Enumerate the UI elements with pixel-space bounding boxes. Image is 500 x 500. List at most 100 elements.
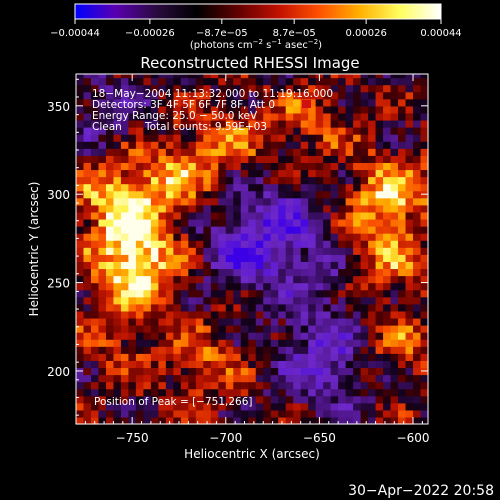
heatmap-cell	[120, 247, 130, 255]
heatmap-cell	[285, 381, 294, 390]
heatmap-cell	[135, 339, 145, 347]
heatmap-cell	[188, 247, 197, 255]
heatmap-cell	[120, 119, 130, 128]
heatmap-cell	[120, 374, 130, 383]
heatmap-cell	[255, 134, 264, 142]
heatmap-cell	[278, 155, 287, 163]
heatmap-cell	[278, 183, 287, 192]
heatmap-cell	[158, 388, 167, 397]
heatmap-cell	[405, 416, 414, 425]
heatmap-cell	[210, 162, 219, 171]
heatmap-cell	[90, 183, 100, 192]
heatmap-cell	[113, 148, 122, 156]
heatmap-cell	[173, 127, 182, 135]
heatmap-cell	[270, 268, 279, 277]
heatmap-cell	[188, 332, 197, 340]
heatmap-cell	[113, 296, 122, 305]
heatmap-cell	[278, 268, 287, 277]
heatmap-cell	[195, 183, 204, 192]
heatmap-cell	[113, 218, 122, 227]
heatmap-cell	[353, 346, 362, 354]
heatmap-cell	[308, 204, 317, 213]
heatmap-cell	[158, 197, 167, 206]
heatmap-cell	[390, 162, 399, 171]
heatmap-cell	[368, 240, 377, 248]
heatmap-cell	[285, 296, 294, 305]
heatmap-cell	[263, 325, 272, 333]
heatmap-cell	[218, 112, 227, 121]
heatmap-cell	[113, 240, 122, 248]
heatmap-cell	[338, 339, 347, 347]
heatmap-cell	[143, 218, 152, 227]
heatmap-cell	[293, 204, 302, 213]
heatmap-cell	[293, 84, 302, 93]
heatmap-cell	[390, 141, 399, 149]
heatmap-cell	[270, 388, 279, 397]
heatmap-cell	[383, 339, 392, 347]
heatmap-cell	[413, 303, 422, 312]
heatmap-cell	[105, 155, 115, 163]
heatmap-cell	[240, 141, 249, 149]
heatmap-cell	[345, 197, 354, 206]
heatmap-cell	[345, 127, 354, 135]
heatmap-cell	[218, 127, 227, 135]
heatmap-cell	[76, 317, 85, 326]
heatmap-cell	[173, 233, 182, 241]
heatmap-cell	[120, 74, 130, 79]
heatmap-cell	[180, 325, 189, 333]
heatmap-cell	[308, 261, 317, 270]
heatmap-cell	[308, 211, 317, 220]
heatmap-cell	[308, 296, 317, 305]
heatmap-cell	[135, 367, 145, 376]
heatmap-cell	[105, 197, 115, 206]
heatmap-cell	[323, 112, 332, 121]
heatmap-cell	[368, 254, 377, 262]
heatmap-cell	[255, 176, 264, 185]
heatmap-cell	[128, 395, 137, 404]
heatmap-cell	[180, 395, 189, 404]
heatmap-cell	[180, 176, 189, 185]
heatmap-cell	[158, 339, 167, 347]
heatmap-cell	[300, 381, 309, 390]
heatmap-cell	[398, 233, 407, 241]
heatmap-cell	[128, 339, 137, 347]
heatmap-cell	[285, 275, 294, 284]
heatmap-cell	[278, 169, 287, 178]
heatmap-cell	[83, 74, 92, 79]
heatmap-cell	[368, 197, 377, 206]
heatmap-cell	[218, 416, 227, 425]
heatmap-cell	[135, 148, 145, 156]
heatmap-cell	[150, 353, 159, 361]
heatmap-cell	[330, 204, 339, 213]
annotation-time-range: 18−May−2004 11:13:32.000 to 11:19:16.000	[92, 88, 333, 100]
heatmap-cell	[98, 134, 107, 142]
heatmap-cell	[188, 183, 197, 192]
heatmap-cell	[90, 176, 100, 185]
heatmap-cell	[225, 317, 234, 326]
heatmap-cell	[338, 105, 347, 114]
heatmap-cell	[83, 226, 92, 234]
heatmap-cell	[143, 169, 152, 178]
heatmap-cell	[338, 303, 347, 312]
heatmap-cell	[188, 339, 197, 347]
heatmap-cell	[105, 261, 115, 270]
heatmap-cell	[165, 162, 174, 171]
heatmap-cell	[398, 183, 407, 192]
heatmap-cell	[76, 395, 85, 404]
heatmap-cell	[83, 409, 92, 418]
heatmap-cell	[248, 218, 257, 227]
heatmap-cell	[188, 218, 197, 227]
heatmap-cell	[225, 360, 234, 369]
heatmap-cell	[345, 325, 354, 333]
heatmap-cell	[240, 148, 249, 156]
heatmap-cell	[173, 303, 182, 312]
heatmap-cell	[165, 332, 174, 340]
heatmap-cell	[278, 289, 287, 298]
heatmap-cell	[398, 148, 407, 156]
heatmap-cell	[180, 84, 189, 93]
heatmap-cell	[308, 77, 317, 86]
heatmap-cell	[338, 98, 347, 107]
heatmap-cell	[405, 176, 414, 185]
heatmap-cell	[173, 409, 182, 418]
heatmap-cell	[383, 155, 392, 163]
